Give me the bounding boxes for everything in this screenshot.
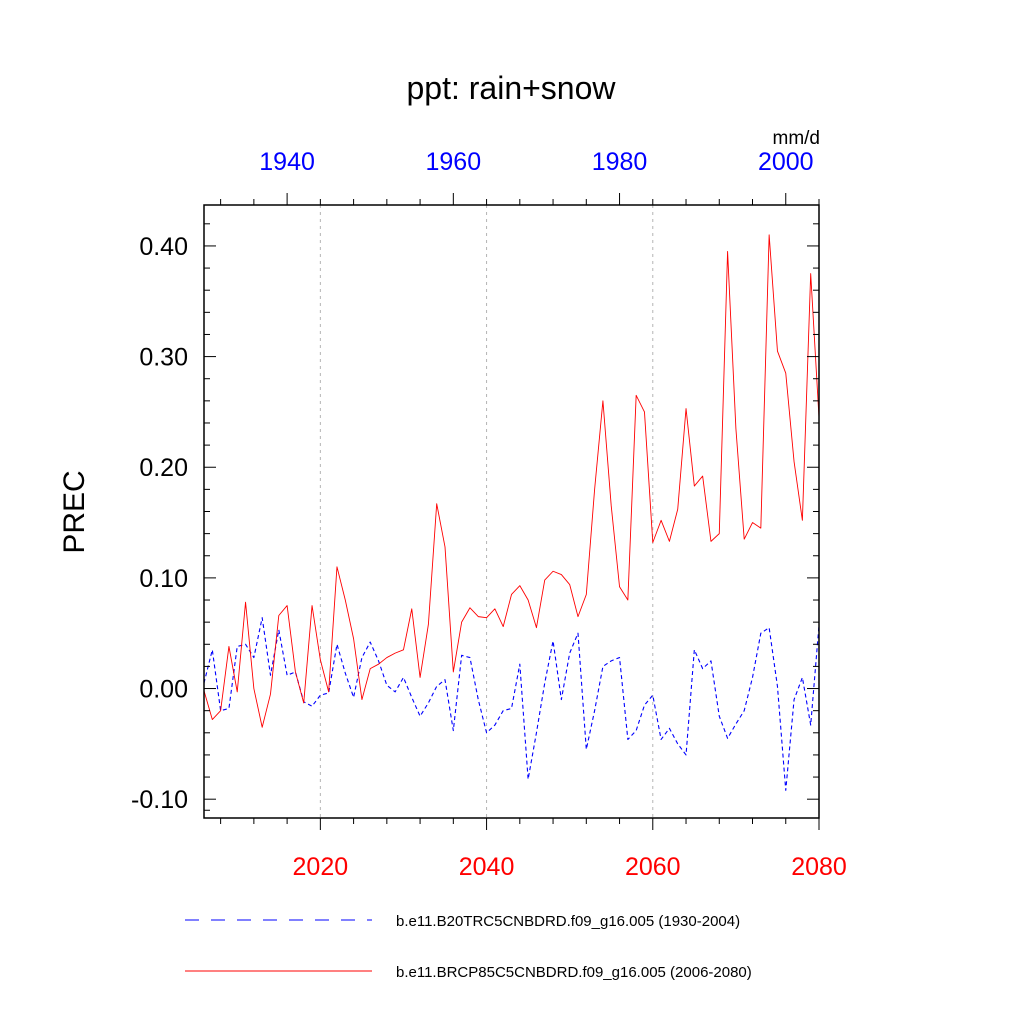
- bottom-x-tick-label: 2060: [625, 853, 681, 881]
- top-x-tick-label: 1980: [592, 148, 648, 176]
- y-tick-label: 0.40: [139, 233, 188, 261]
- top-x-tick-label: 1960: [426, 148, 482, 176]
- bottom-x-tick-label: 2040: [459, 853, 515, 881]
- top-x-tick-label: 1940: [259, 148, 315, 176]
- plot-frame: [203, 204, 820, 819]
- series-line-1: [203, 234, 820, 728]
- legend: b.e11.B20TRC5CNBDRD.f09_g16.005 (1930-20…: [185, 913, 752, 981]
- y-tick-label: 0.30: [139, 344, 188, 372]
- gridlines: [319, 205, 654, 818]
- top-x-tick-label: 2000: [758, 148, 814, 176]
- y-tick-label: 0.00: [139, 676, 188, 704]
- legend-label-1: b.e11.BRCP85C5CNBDRD.f09_g16.005 (2006-2…: [396, 964, 752, 981]
- bottom-x-tick-label: 2080: [791, 853, 847, 881]
- bottom-x-tick-label: 2020: [293, 853, 349, 881]
- series-line-0: [203, 617, 820, 791]
- units-label: mm/d: [773, 128, 821, 149]
- y-tick-label: 0.10: [139, 565, 188, 593]
- series-layer: [203, 234, 820, 791]
- y-tick-label: 0.20: [139, 454, 188, 482]
- y-tick-label: -0.10: [131, 786, 188, 814]
- y-axis-label: PREC: [58, 470, 91, 553]
- chart-title: ppt: rain+snow: [406, 70, 616, 106]
- axes: -0.10 0.00 0.10 0.20 0.30 0.40 2020 2040 2060 208…: [131, 148, 847, 881]
- legend-label-0: b.e11.B20TRC5CNBDRD.f09_g16.005 (1930-20…: [396, 913, 740, 930]
